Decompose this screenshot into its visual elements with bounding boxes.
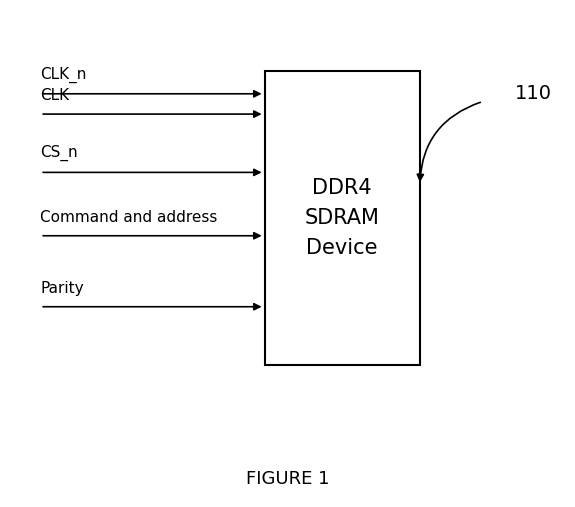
Text: CS_n: CS_n — [40, 145, 78, 161]
Text: CLK: CLK — [40, 88, 70, 103]
Bar — [264, 71, 420, 365]
Text: DDR4
SDRAM
Device: DDR4 SDRAM Device — [305, 178, 380, 258]
FancyArrowPatch shape — [417, 102, 480, 180]
Text: Command and address: Command and address — [40, 209, 217, 225]
Text: FIGURE 1: FIGURE 1 — [246, 470, 329, 488]
Text: Parity: Parity — [40, 280, 84, 296]
Text: 110: 110 — [515, 84, 551, 103]
Text: CLK_n: CLK_n — [40, 66, 87, 83]
